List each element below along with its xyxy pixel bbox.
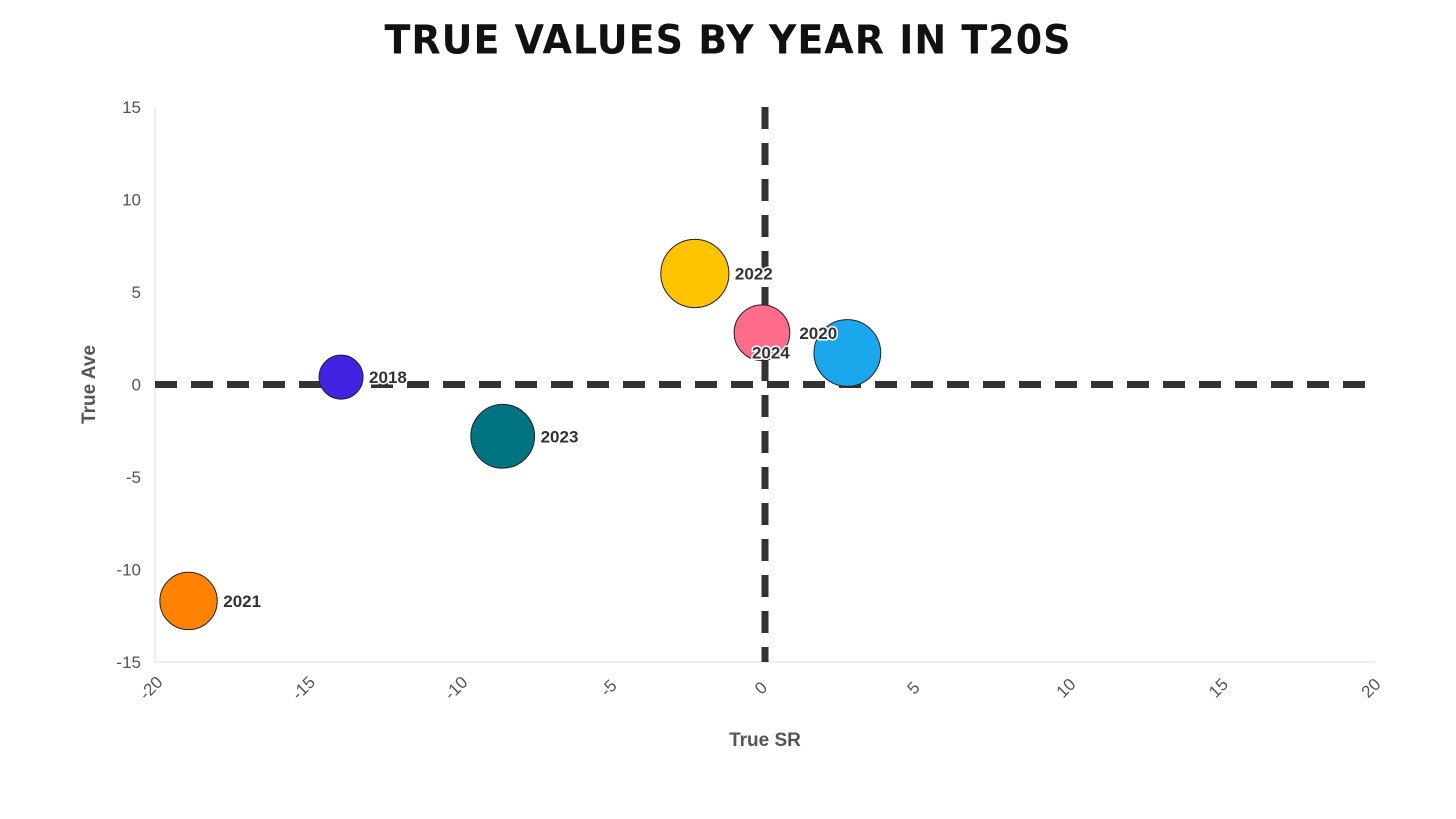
reference-lines xyxy=(155,107,1375,662)
y-tick-label: -5 xyxy=(126,468,141,487)
x-tick-label: 5 xyxy=(904,678,924,698)
point-label-2020: 2020 xyxy=(799,324,837,343)
y-tick-label: 10 xyxy=(122,191,141,210)
point-label-2022: 2022 xyxy=(735,265,773,284)
x-tick-label: -20 xyxy=(136,673,167,704)
x-tick-label: 20 xyxy=(1358,675,1385,702)
point-label-2018: 2018 xyxy=(369,368,407,387)
bubble-2024[interactable] xyxy=(733,304,791,362)
bubble-2021[interactable] xyxy=(159,571,218,631)
point-label-2021: 2021 xyxy=(223,592,261,611)
point-label-2024: 2024 xyxy=(752,344,790,363)
y-tick-label: 5 xyxy=(132,283,141,302)
y-tick-label: 0 xyxy=(132,376,141,395)
point-labels: 2018 2020 2021 2022 2023 2024 xyxy=(222,263,839,612)
y-tick-label: -15 xyxy=(116,653,141,672)
x-tick-label: -5 xyxy=(597,676,621,700)
x-tick-label: 15 xyxy=(1205,675,1232,702)
x-tick-label: -15 xyxy=(288,673,319,704)
y-tick-label: -10 xyxy=(116,561,141,580)
data-points xyxy=(159,238,882,631)
x-tick-label: 0 xyxy=(751,678,771,698)
chart-title: TRUE VALUES BY YEAR IN T20S xyxy=(384,16,1072,64)
y-axis-title: True Ave xyxy=(79,345,100,424)
x-tick-label: -10 xyxy=(441,673,472,704)
x-axis-title: True SR xyxy=(729,730,801,751)
bubble-2023[interactable] xyxy=(470,403,536,469)
point-label-2023: 2023 xyxy=(541,427,579,446)
bubble-2022[interactable] xyxy=(660,238,730,309)
x-tick-label: 10 xyxy=(1053,675,1080,702)
bubble-2020[interactable] xyxy=(813,319,882,387)
y-tick-label: 15 xyxy=(122,98,141,117)
bubble-2018[interactable] xyxy=(318,354,364,400)
